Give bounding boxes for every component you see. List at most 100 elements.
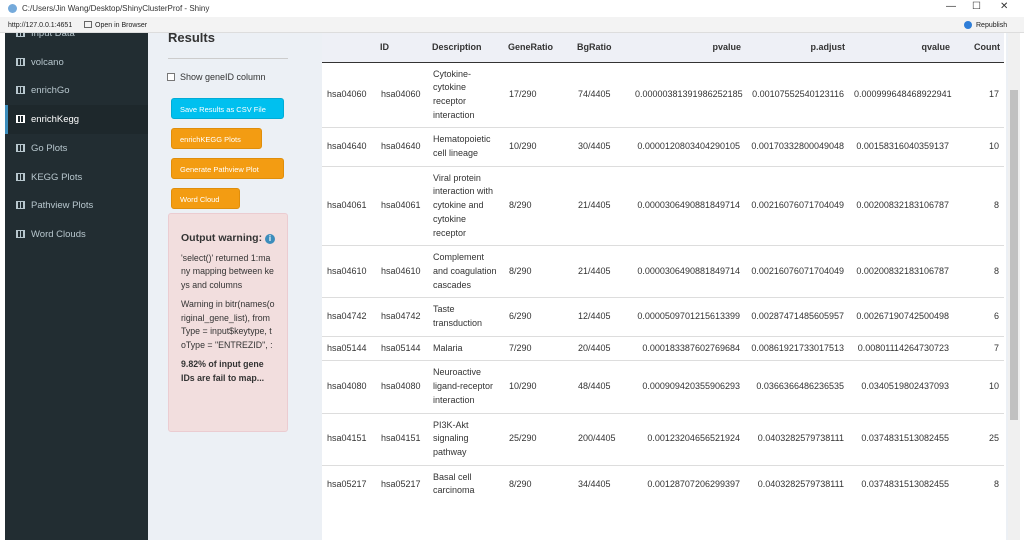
table-cell: 21/4405 (573, 165, 630, 246)
table-cell: Basal cell carcinoma (428, 464, 504, 504)
menu-icon (16, 201, 25, 210)
close[interactable]: ✕ (1000, 1, 1009, 12)
content: ID Description GeneRatio BgRatio pvalue p.adj… (310, 33, 1008, 540)
button-label: Generate Pathview Plot (180, 165, 259, 174)
maximize[interactable]: ☐ (972, 1, 981, 12)
table-cell: Neuroactive ligand-receptor interaction (428, 360, 504, 414)
table-box: ID Description GeneRatio BgRatio pvalue p.adj… (322, 33, 1006, 540)
table-cell: 0.0403282579738111 (745, 412, 849, 466)
table-cell: 20/4405 (573, 335, 630, 361)
table-row: hsa04061 hsa04061 Viral protein interactio… (322, 165, 1004, 246)
table-cell: 0.00158316040359137 (849, 127, 954, 167)
table-cell: hsa05144 (322, 335, 376, 361)
republish-icon (964, 21, 972, 29)
menu-icon (16, 172, 25, 181)
table-cell: 0.0000509701215613399 (630, 297, 745, 337)
menu-item[interactable]: Word Clouds (5, 220, 148, 249)
table-cell: 0.000999648468922941 (849, 61, 954, 128)
table-cell: 6/290 (504, 297, 573, 337)
menu-item[interactable]: Input Data (5, 33, 148, 48)
checkbox[interactable] (167, 73, 175, 81)
toolbar: http://127.0.0.1:4651 Open in Browser Re… (0, 17, 1024, 33)
column-header: Count (954, 33, 1004, 63)
table-cell: hsa05217 (376, 464, 428, 504)
column-header: pvalue (630, 33, 745, 63)
table-cell: 0.000909420355906293 (630, 360, 745, 414)
table-cell: 0.00200832183106787 (849, 245, 954, 298)
menu-item[interactable]: Pathview Plots (5, 191, 148, 220)
column-header: BgRatio (573, 33, 630, 63)
table-row: hsa04060 hsa04060 Cytokine-cytokine recept… (322, 61, 1004, 128)
menu-item[interactable]: Go Plots (5, 134, 148, 163)
menu-item[interactable]: enrichGo (5, 76, 148, 105)
table-cell: hsa04151 (322, 412, 376, 466)
table-cell: hsa04742 (376, 297, 428, 337)
url: http://127.0.0.1:4651 (8, 22, 73, 29)
table-cell: hsa04080 (376, 360, 428, 414)
republish[interactable]: Republish (976, 22, 1008, 29)
table-cell: 0.0340519802437093 (849, 360, 954, 414)
table-cell: 8/290 (504, 464, 573, 504)
column-header: p.adjust (745, 33, 849, 63)
table-cell: 34/4405 (573, 464, 630, 504)
rowname-header (322, 33, 376, 63)
table-row: hsa05144 hsa05144 Malaria 7/290 20/4405 0.000… (322, 335, 1004, 361)
results-table: ID Description GeneRatio BgRatio pvalue p.adj… (322, 33, 1004, 504)
button[interactable]: Generate Pathview Plot (171, 158, 284, 179)
header-row: ID Description GeneRatio BgRatio pvalue p.adj… (322, 33, 1004, 63)
table-cell: Hematopoietic cell lineage (428, 127, 504, 167)
browser-icon (84, 21, 92, 28)
menu-label: volcano (31, 56, 64, 68)
table-cell: 48/4405 (573, 360, 630, 414)
menu-label: Pathview Plots (31, 200, 94, 212)
menu-icon (16, 143, 25, 152)
button[interactable]: enrichKEGG Plots (171, 128, 262, 149)
app-icon (8, 4, 17, 13)
table-cell: 25 (954, 412, 1004, 466)
button[interactable]: Save Results as CSV File (171, 98, 284, 119)
table-cell: 10/290 (504, 127, 573, 167)
table-cell: PI3K-Akt signaling pathway (428, 412, 504, 466)
table-cell: 0.00170332800049048 (745, 127, 849, 167)
table-cell: hsa04061 (322, 165, 376, 246)
minimize[interactable]: — (946, 1, 956, 12)
open-in-browser[interactable]: Open in Browser (95, 22, 148, 29)
table-cell: 17/290 (504, 61, 573, 128)
menu-label: Go Plots (31, 142, 68, 154)
table-cell: Taste transduction (428, 297, 504, 337)
button[interactable]: Word Cloud (171, 188, 240, 209)
table-cell: 0.00801114264730723 (849, 335, 954, 361)
button-label: Save Results as CSV File (180, 105, 266, 114)
table-cell: 10/290 (504, 360, 573, 414)
title-bar: C:/Users/Jin Wang/Desktop/ShinyClusterPr… (0, 0, 1024, 17)
table-cell: 25/290 (504, 412, 573, 466)
table-cell: 21/4405 (573, 245, 630, 298)
table-cell: 0.0374831513082455 (849, 412, 954, 466)
divider (168, 58, 288, 59)
table-row: hsa04742 hsa04742 Taste transduction 6/290 1… (322, 297, 1004, 337)
table-cell: 8 (954, 165, 1004, 246)
table-cell: 0.00267190742500498 (849, 297, 954, 337)
table-cell: 0.00216076071704049 (745, 245, 849, 298)
column-header: ID (376, 33, 428, 63)
warning-box: Output warning: i 'select()' returned 1:… (168, 213, 288, 432)
table-cell: 0.0403282579738111 (745, 464, 849, 504)
menu-label: KEGG Plots (31, 171, 83, 183)
table-row: hsa04151 hsa04151 PI3K-Akt signaling pathw… (322, 412, 1004, 466)
table-cell: 0.0374831513082455 (849, 464, 954, 504)
table-cell: hsa04080 (322, 360, 376, 414)
scroll-thumb[interactable] (1010, 90, 1018, 420)
menu-label: enrichKegg (31, 114, 80, 126)
menu-item[interactable]: KEGG Plots (5, 163, 148, 192)
table-cell: hsa04640 (322, 127, 376, 167)
menu-icon (16, 229, 25, 238)
table-cell: 17 (954, 61, 1004, 128)
table-cell: Complement and coagulation cascades (428, 245, 504, 298)
table-cell: 0.0000306490881849714 (630, 165, 745, 246)
table-cell: hsa04151 (376, 412, 428, 466)
table-cell: 0.00861921733017513 (745, 335, 849, 361)
menu-item[interactable]: enrichKegg (5, 105, 148, 135)
menu-icon (16, 86, 25, 95)
menu-item[interactable]: volcano (5, 48, 148, 77)
